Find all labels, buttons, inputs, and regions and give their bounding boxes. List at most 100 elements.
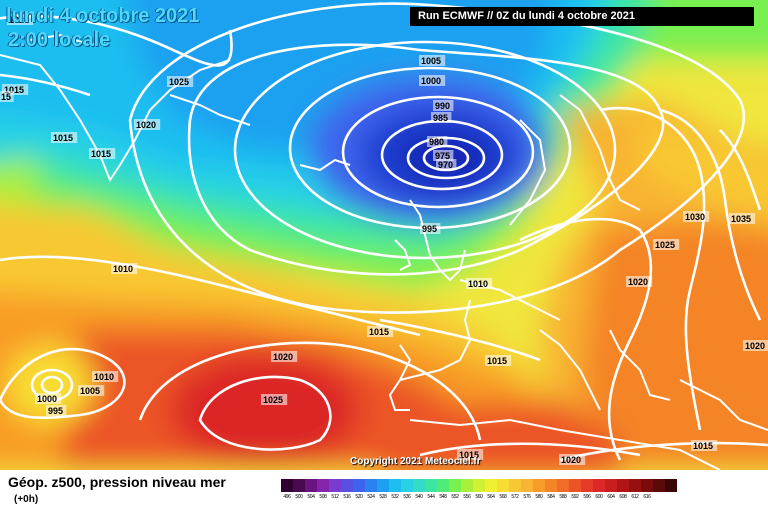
isobar-label-bg <box>431 112 452 123</box>
scale-color <box>665 479 677 492</box>
isobar-label: 1025 <box>263 395 283 405</box>
isobar-label-bg <box>466 278 493 289</box>
scale-tick-label: 516 <box>343 494 351 500</box>
scale-swatch: 560 <box>473 479 485 500</box>
scale-swatch: 516 <box>341 479 353 500</box>
isobar-label-bg <box>653 239 680 250</box>
isobar-label: 1010 <box>468 279 488 289</box>
scale-color <box>533 479 545 492</box>
isobar-label: 1035 <box>731 214 751 224</box>
scale-tick-label: 504 <box>307 494 315 500</box>
isobar-label-bg <box>134 119 161 130</box>
isobar-label: 1005 <box>421 56 441 66</box>
isobar-label-bg <box>2 84 29 95</box>
isobar-label-bg <box>111 263 138 274</box>
scale-swatch: 500 <box>293 479 305 500</box>
scale-tick-label: 564 <box>487 494 495 500</box>
isobar-label-bg <box>427 136 448 147</box>
isobar-label: 1015 <box>4 85 24 95</box>
scale-swatch: 612 <box>629 479 641 500</box>
isobar-label-bg <box>0 91 14 102</box>
scale-tick-label: 536 <box>403 494 411 500</box>
scale-swatch: 548 <box>437 479 449 500</box>
isobar-label: 1015 <box>53 133 73 143</box>
scale-tick-label: 496 <box>283 494 291 500</box>
scale-tick-label: 596 <box>583 494 591 500</box>
scale-tick-label: 552 <box>451 494 459 500</box>
scale-color <box>569 479 581 492</box>
scale-tick-label: 572 <box>511 494 519 500</box>
scale-color <box>353 479 365 492</box>
isobar-label: 1015 <box>91 149 111 159</box>
scale-swatch: 564 <box>485 479 497 500</box>
isobar-label: 995 <box>48 406 63 416</box>
scale-swatch: 588 <box>557 479 569 500</box>
isobar-label-bg <box>485 355 512 366</box>
scale-color <box>449 479 461 492</box>
isobar-label-bg <box>743 340 768 351</box>
scale-color <box>629 479 641 492</box>
scale-swatch: 520 <box>353 479 365 500</box>
scale-swatch: 556 <box>461 479 473 500</box>
isobar-label: 1000 <box>37 394 57 404</box>
isobar-label: 1020 <box>628 277 648 287</box>
run-label: Run ECMWF // 0Z du lundi 4 octobre 2021 <box>410 7 754 26</box>
scale-color <box>413 479 425 492</box>
isobar-label-bg <box>35 393 62 404</box>
isobar-label: 995 <box>422 224 437 234</box>
scale-swatch: 540 <box>413 479 425 500</box>
isobar-label: 15 <box>1 92 11 102</box>
isobar-label-bg <box>626 276 653 287</box>
scale-color <box>653 479 665 492</box>
isobar-label-bg <box>419 75 446 86</box>
scale-color <box>473 479 485 492</box>
scale-tick-label: 612 <box>631 494 639 500</box>
isobar-label: 1020 <box>561 455 581 465</box>
isobar-label-bg <box>51 132 78 143</box>
isobar-label: 1030 <box>685 212 705 222</box>
scale-tick-label: 568 <box>499 494 507 500</box>
scale-color <box>617 479 629 492</box>
field-label: Géop. z500, pression niveau mer <box>8 474 226 490</box>
isobar-label-bg <box>78 385 105 396</box>
scale-swatch: 596 <box>581 479 593 500</box>
scale-swatch: 616 <box>641 479 653 500</box>
scale-swatch <box>653 479 665 500</box>
isobar-label: 1020 <box>136 120 156 130</box>
isobar-label-bg <box>420 223 441 234</box>
scale-tick-label: 540 <box>415 494 423 500</box>
scale-swatch: 604 <box>605 479 617 500</box>
scale-color <box>497 479 509 492</box>
scale-tick-label: 524 <box>367 494 375 500</box>
scale-tick-label: 556 <box>463 494 471 500</box>
isobar-label-bg <box>457 449 484 460</box>
scale-tick-label: 548 <box>439 494 447 500</box>
isobar-label-bg <box>683 211 710 222</box>
scale-color <box>437 479 449 492</box>
scale-swatch: 496 <box>281 479 293 500</box>
isobar-label-bg <box>436 159 457 170</box>
scale-tick-label: 560 <box>475 494 483 500</box>
scale-tick-label: 600 <box>595 494 603 500</box>
isobar-label: 980 <box>429 137 444 147</box>
isobar-label-bg <box>7 14 34 25</box>
scale-color <box>581 479 593 492</box>
scale-color <box>329 479 341 492</box>
scale-swatch: 544 <box>425 479 437 500</box>
forecast-step: (+0h) <box>14 494 39 505</box>
isobar-label-bg <box>433 150 454 161</box>
scale-swatch: 592 <box>569 479 581 500</box>
isobar-label: 1015 <box>487 356 507 366</box>
isobar-labels: 1020101515102510201015101510051000990985… <box>0 14 768 465</box>
scale-swatch: 532 <box>389 479 401 500</box>
isobar-label-bg <box>92 371 119 382</box>
scale-tick-label: 584 <box>547 494 555 500</box>
forecast-map: 1020 1015 15 1025 1020 1015 1015 1005 1000 990 985… <box>0 0 768 470</box>
scale-swatch: 512 <box>329 479 341 500</box>
isobar-label: 1015 <box>459 450 479 460</box>
isobar-label: 1015 <box>369 327 389 337</box>
scale-color <box>365 479 377 492</box>
scale-swatch: 524 <box>365 479 377 500</box>
scale-swatch: 580 <box>533 479 545 500</box>
scale-tick-label: 580 <box>535 494 543 500</box>
